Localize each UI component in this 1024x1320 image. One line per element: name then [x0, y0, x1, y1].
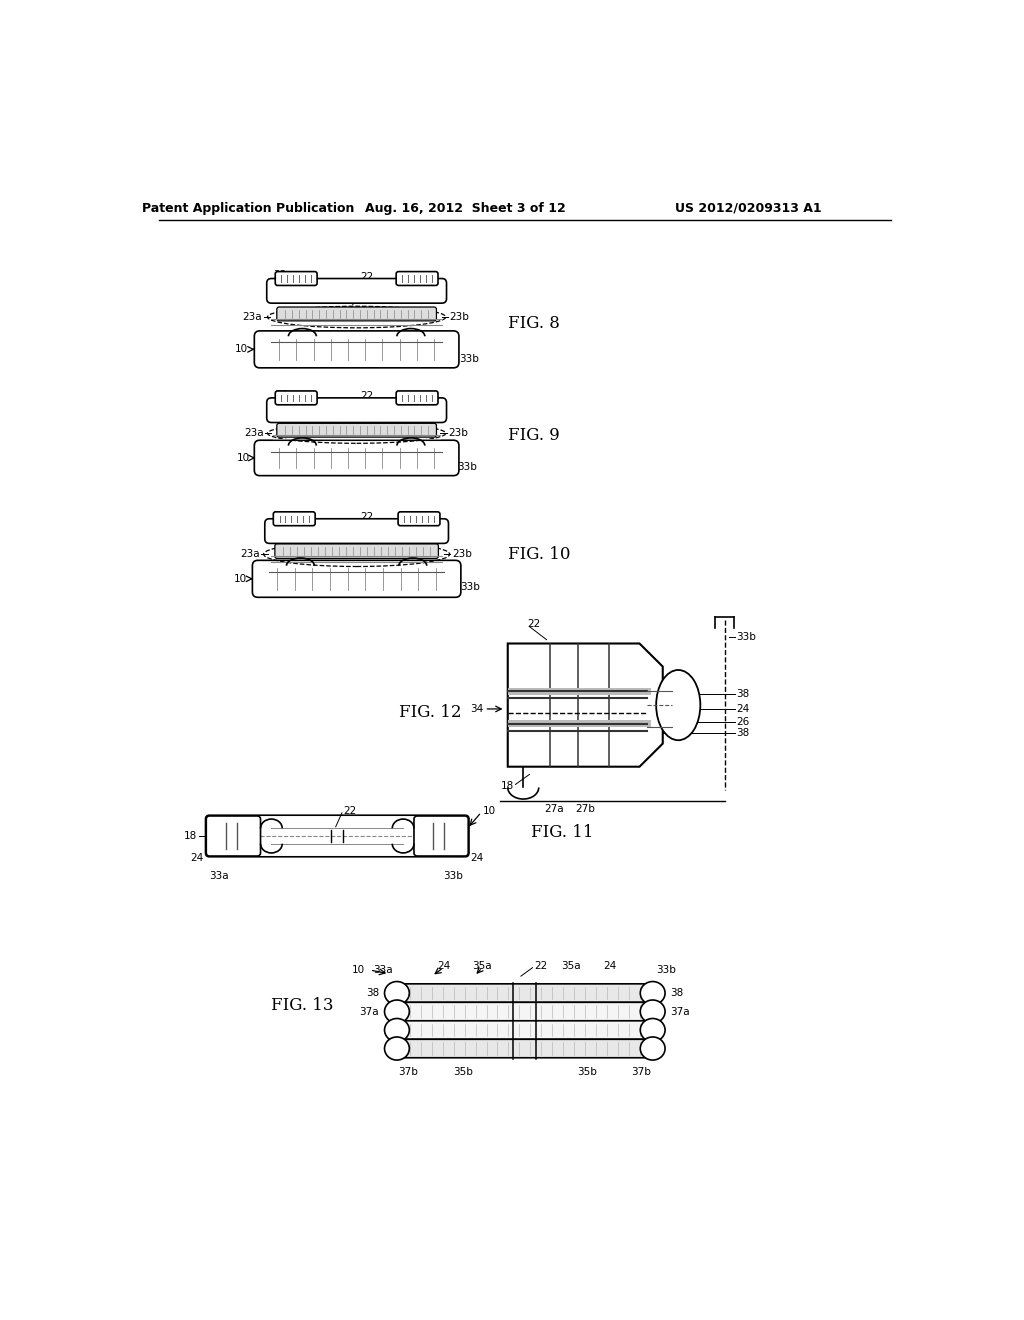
Text: FIG. 9: FIG. 9 — [508, 428, 559, 444]
Ellipse shape — [640, 1038, 665, 1060]
Text: 23a: 23a — [240, 549, 260, 560]
Text: 24: 24 — [189, 853, 203, 862]
FancyBboxPatch shape — [396, 272, 438, 285]
FancyBboxPatch shape — [265, 519, 449, 544]
Bar — [508, 688, 651, 694]
Text: 22: 22 — [360, 272, 374, 282]
Ellipse shape — [385, 982, 410, 1005]
Text: 10: 10 — [233, 574, 247, 583]
Ellipse shape — [640, 1019, 665, 1041]
Text: Aug. 16, 2012  Sheet 3 of 12: Aug. 16, 2012 Sheet 3 of 12 — [365, 202, 565, 215]
Text: 22: 22 — [535, 961, 548, 972]
Text: 22: 22 — [360, 512, 374, 523]
Text: 38: 38 — [366, 989, 379, 998]
Text: 33a: 33a — [272, 511, 292, 520]
Ellipse shape — [385, 1019, 410, 1041]
Text: 26: 26 — [736, 717, 750, 727]
FancyBboxPatch shape — [254, 331, 459, 368]
Text: 18: 18 — [501, 781, 514, 791]
Text: 18: 18 — [183, 832, 197, 841]
Text: 35b: 35b — [453, 1067, 473, 1077]
Polygon shape — [508, 644, 663, 767]
Text: 10: 10 — [237, 453, 250, 463]
Text: 34: 34 — [470, 704, 483, 714]
Text: 23b: 23b — [452, 549, 472, 560]
Ellipse shape — [385, 1038, 410, 1060]
Text: US 2012/0209313 A1: US 2012/0209313 A1 — [675, 202, 821, 215]
Text: 23a: 23a — [244, 428, 263, 438]
FancyBboxPatch shape — [398, 1020, 651, 1039]
Text: 37a: 37a — [359, 1007, 379, 1016]
Ellipse shape — [640, 1001, 665, 1023]
Text: 24: 24 — [437, 961, 451, 972]
FancyBboxPatch shape — [273, 512, 315, 525]
Text: 22: 22 — [527, 619, 541, 630]
Text: FIG. 8: FIG. 8 — [508, 315, 560, 333]
Text: 27a: 27a — [545, 804, 564, 814]
Text: Patent Application Publication: Patent Application Publication — [142, 202, 354, 215]
Text: 10: 10 — [483, 807, 496, 816]
FancyBboxPatch shape — [398, 1002, 651, 1020]
FancyBboxPatch shape — [398, 512, 440, 525]
Text: 33a: 33a — [209, 871, 228, 880]
Text: 33b: 33b — [442, 871, 463, 880]
Text: 33b: 33b — [458, 462, 477, 473]
Text: 33b: 33b — [656, 965, 677, 975]
FancyBboxPatch shape — [275, 391, 317, 405]
Ellipse shape — [656, 671, 700, 741]
Text: 33a: 33a — [273, 271, 293, 280]
Text: 24: 24 — [470, 853, 483, 862]
Text: 22: 22 — [343, 807, 356, 816]
Text: 27b: 27b — [575, 804, 595, 814]
Text: 35a: 35a — [561, 961, 581, 972]
Text: 38: 38 — [736, 689, 750, 700]
Text: 35a: 35a — [472, 961, 492, 972]
Bar — [508, 721, 651, 727]
Text: 23a: 23a — [243, 312, 262, 322]
FancyBboxPatch shape — [274, 544, 438, 558]
Text: FIG. 13: FIG. 13 — [271, 997, 334, 1014]
Text: 10: 10 — [351, 965, 365, 975]
FancyBboxPatch shape — [276, 424, 436, 437]
Text: 33a: 33a — [374, 965, 393, 975]
FancyBboxPatch shape — [398, 983, 651, 1002]
Ellipse shape — [385, 1001, 410, 1023]
Text: 23b: 23b — [449, 428, 468, 438]
Text: 38: 38 — [736, 727, 750, 738]
Text: 37a: 37a — [671, 1007, 690, 1016]
FancyBboxPatch shape — [276, 308, 436, 321]
Text: 10: 10 — [234, 345, 248, 354]
Text: 33a: 33a — [275, 389, 295, 400]
FancyBboxPatch shape — [266, 279, 446, 304]
FancyBboxPatch shape — [414, 816, 468, 857]
Text: 33b: 33b — [736, 632, 757, 643]
Text: 38: 38 — [671, 989, 684, 998]
FancyBboxPatch shape — [254, 441, 459, 475]
Text: 24: 24 — [603, 961, 616, 972]
Text: 35b: 35b — [577, 1067, 597, 1077]
FancyBboxPatch shape — [275, 272, 317, 285]
Text: FIG. 11: FIG. 11 — [531, 824, 594, 841]
FancyBboxPatch shape — [252, 561, 461, 598]
Text: 37b: 37b — [398, 1067, 419, 1077]
Ellipse shape — [640, 982, 665, 1005]
FancyBboxPatch shape — [398, 1039, 651, 1057]
Text: 33b: 33b — [459, 354, 479, 363]
FancyBboxPatch shape — [266, 397, 446, 422]
Text: 37b: 37b — [631, 1067, 651, 1077]
FancyBboxPatch shape — [206, 816, 260, 857]
FancyBboxPatch shape — [396, 391, 438, 405]
Text: 24: 24 — [736, 704, 750, 714]
Text: FIG. 10: FIG. 10 — [508, 546, 570, 564]
Text: FIG. 12: FIG. 12 — [399, 705, 462, 721]
Text: 23b: 23b — [450, 312, 469, 322]
FancyBboxPatch shape — [206, 816, 469, 857]
Text: 22: 22 — [360, 391, 374, 401]
Text: 33b: 33b — [460, 582, 479, 593]
